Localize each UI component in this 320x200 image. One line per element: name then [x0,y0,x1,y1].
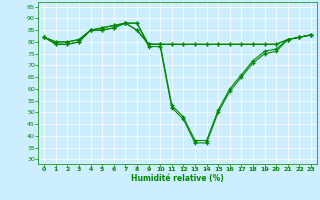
X-axis label: Humidité relative (%): Humidité relative (%) [131,174,224,183]
